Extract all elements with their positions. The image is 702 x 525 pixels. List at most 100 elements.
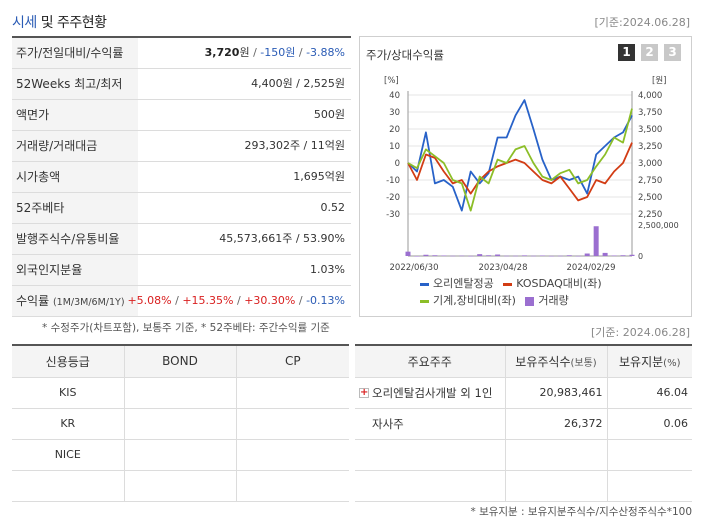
price-change: -150원 (260, 46, 296, 59)
shares-cell: 20,983,461 (504, 377, 607, 409)
left-axis-label: [%] (384, 76, 399, 86)
agency-cell: KIS (12, 377, 124, 409)
left-tick-label: 0 (395, 159, 400, 169)
volume-bar (602, 252, 608, 256)
volume-bar (423, 254, 429, 256)
quote-label: 거래량/거래대금 (12, 131, 138, 161)
x-tick-label: 2024/02/29 (567, 263, 616, 273)
volume-bar (504, 255, 510, 257)
volume-bar (513, 255, 519, 257)
chart-tab-2[interactable]: 2 (641, 44, 658, 61)
cp-cell (235, 408, 349, 440)
quote-row-par: 액면가 500원 (12, 100, 351, 131)
holder-name-cell: 자사주 (355, 408, 505, 440)
quote-row-returns: 수익률 (1M/3M/6M/1Y) +5.08% / +15.35% / +30… (12, 286, 351, 317)
volume-bar (584, 253, 590, 256)
volume-tick-label: 2,500,000 (638, 221, 679, 230)
agency-cell (12, 470, 124, 502)
quote-label: 주가/전일대비/수익률 (12, 38, 138, 68)
quote-value: 293,302주 / 11억원 (244, 139, 345, 152)
volume-bar (566, 255, 572, 256)
legend-label: 거래량 (538, 294, 569, 307)
legend-swatch (525, 296, 535, 306)
volume-bar (486, 255, 492, 256)
x-tick-label: 2023/04/28 (479, 263, 528, 273)
right-tick-label: 3,500 (638, 125, 662, 135)
volume-bar (530, 255, 536, 257)
ratio-cell: 0.06 (606, 408, 692, 440)
quote-value: 45,573,661주 / 53.90% (219, 232, 345, 245)
return-1m: +5.08% (127, 294, 172, 307)
shares-cell (504, 470, 607, 502)
legend-swatch (503, 282, 513, 286)
left-tick-label: 30 (389, 108, 400, 118)
x-tick-label: 2022/06/30 (390, 263, 439, 273)
table-row: KIS (12, 377, 349, 409)
table-row: + 오리엔탈검사개발 외 1인 20,983,461 46.04 (355, 377, 692, 409)
legend-item-volume: 거래량 (525, 292, 569, 309)
col-header-ratio: 보유지분(%) (606, 345, 692, 378)
separator: / (295, 46, 307, 59)
title-accent: 시세 (12, 15, 37, 31)
series-line (407, 99, 633, 212)
quote-value: 0.52 (320, 201, 346, 214)
quote-table: 주가/전일대비/수익률 3,720원 / -150원 / -3.88% 52We… (12, 36, 351, 317)
table-row (12, 470, 349, 502)
right-tick-label: 2,250 (638, 210, 662, 220)
col-header-shares: 보유주식수(보통) (504, 345, 607, 378)
table-row: 자사주 26,372 0.06 (355, 408, 692, 440)
volume-bar (495, 254, 501, 256)
right-tick-label: 3,250 (638, 142, 662, 152)
quote-value: 4,400원 / 2,525원 (251, 77, 345, 90)
holder-reference-date: [기준: 2024.06.28] (590, 326, 690, 339)
series-line (407, 142, 633, 202)
holder-name-cell (355, 439, 505, 471)
quote-label: 시가총액 (12, 162, 138, 192)
quote-row-shares: 발행주식수/유통비율 45,573,661주 / 53.90% (12, 224, 351, 255)
holder-name-cell: + 오리엔탈검사개발 외 1인 (355, 377, 505, 409)
left-tick-label: -20 (386, 193, 400, 203)
cp-cell (235, 470, 349, 502)
volume-bar (557, 255, 563, 257)
cp-cell (235, 377, 349, 409)
legend-item-kosdaq: KOSDAQ대비(좌) (503, 275, 602, 292)
chart-tab-3[interactable]: 3 (664, 44, 681, 61)
volume-tick-label: 0 (638, 252, 643, 261)
returns-period-label: (1M/3M/6M/1Y) (52, 297, 125, 308)
quote-label: 52주베타 (12, 193, 138, 223)
table-row: KR (12, 408, 349, 440)
volume-bar (441, 255, 447, 257)
return-3m: +15.35% (182, 294, 234, 307)
agency-cell: NICE (12, 439, 124, 471)
quote-row-price: 주가/전일대비/수익률 3,720원 / -150원 / -3.88% (12, 38, 351, 69)
table-header-row: 신용등급 BOND CP (12, 345, 349, 378)
holder-name: 오리엔탈검사개발 외 1인 (372, 385, 493, 400)
quote-label: 수익률 (1M/3M/6M/1Y) (12, 286, 138, 316)
expand-plus-icon[interactable]: + (359, 387, 369, 398)
volume-bar (432, 255, 438, 256)
bond-cell (123, 377, 236, 409)
chart-tab-1[interactable]: 1 (618, 44, 635, 61)
table-row (355, 470, 692, 502)
quote-row-beta: 52주베타 0.52 (12, 193, 351, 224)
volume-bar (539, 255, 545, 257)
quote-label: 발행주식수/유통비율 (12, 224, 138, 254)
quote-footnote: * 수정주가(차트포함), 보통주 기준, * 52주베타: 주간수익률 기준 (42, 322, 330, 334)
credit-rating-table: 신용등급 BOND CP KIS KR NICE (12, 344, 349, 502)
quote-label: 외국인지분율 (12, 255, 138, 285)
title-rest: 및 주주현황 (36, 15, 107, 31)
legend-swatch (420, 282, 429, 286)
right-tick-label: 4,000 (638, 91, 662, 101)
volume-bar (477, 254, 483, 256)
left-tick-label: 10 (389, 142, 400, 152)
legend-label: 오리엔탈정공 (433, 277, 494, 290)
volume-bar (611, 255, 617, 257)
right-tick-label: 2,750 (638, 176, 662, 186)
volume-bar (405, 251, 411, 256)
left-tick-label: -10 (386, 176, 400, 186)
reference-date: [기준:2024.06.28] (594, 16, 690, 29)
legend-label: 기계,장비대비(좌) (433, 294, 516, 307)
agency-cell: KR (12, 408, 124, 440)
